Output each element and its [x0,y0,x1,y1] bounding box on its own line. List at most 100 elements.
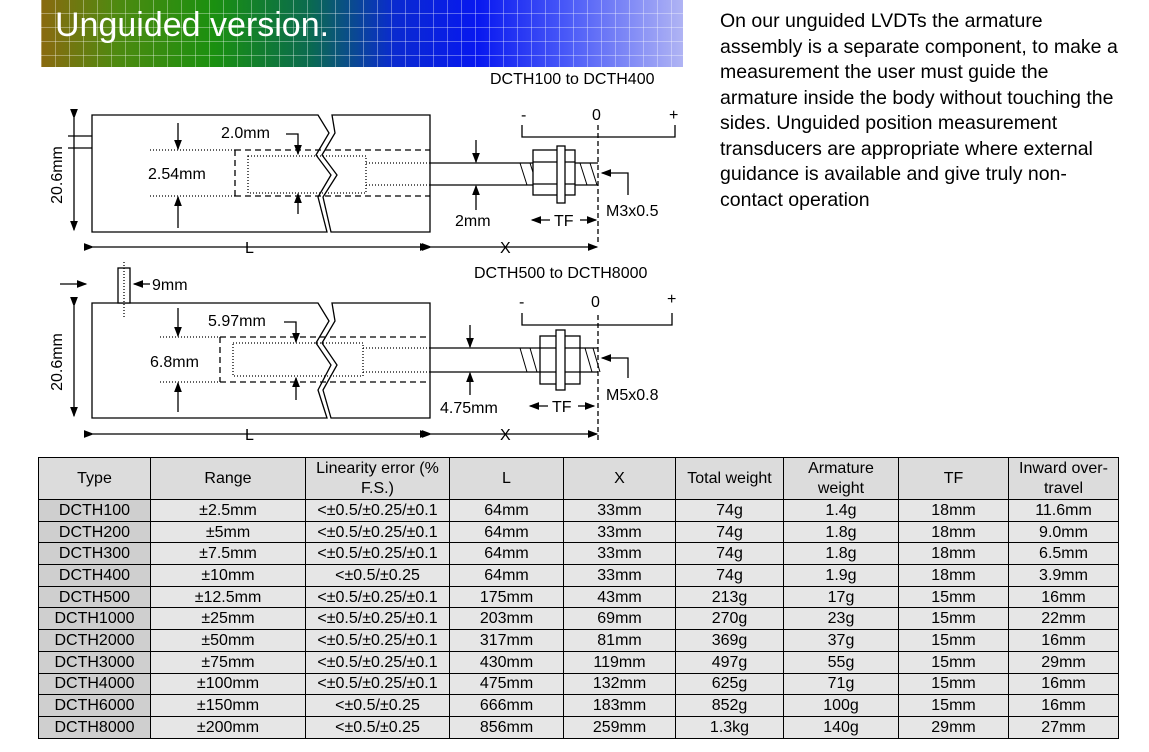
table-cell: ±5mm [150,520,306,544]
diagram-small-series: DCTH100 to DCTH400 20.6mm 2.54mm 2.0mm 2… [49,71,678,257]
table-cell: 22mm [1008,607,1119,631]
column-header: L [449,457,564,500]
nut [532,149,576,196]
table-cell: 317mm [449,629,564,652]
svg-text:X: X [500,427,511,444]
diagram-small-title: DCTH100 to DCTH400 [490,71,655,88]
table-cell: 1.4g [783,499,899,522]
table-cell: 9.0mm [1008,520,1119,544]
column-header: TF [898,457,1009,500]
height-label: 20.6mm [49,146,66,204]
type-cell: DCTH300 [38,542,151,566]
table-cell: 69mm [563,607,676,631]
table-cell: 203mm [449,607,564,631]
table-row: DCTH200 ±5mm <±0.5/±0.25/±0.1 64mm 33mm 74g 1.… [38,520,1119,544]
type-cell: DCTH1000 [38,607,151,631]
table-cell: 37g [783,629,899,652]
table-cell: 15mm [898,672,1009,696]
svg-text:0: 0 [592,107,601,124]
table-cell: ±7.5mm [150,542,306,566]
table-cell: 183mm [563,694,676,717]
table-cell: 15mm [898,694,1009,717]
table-cell: 213g [675,585,784,609]
svg-text:0: 0 [591,294,600,311]
table-cell: <±0.5/±0.25/±0.1 [305,520,450,544]
table-cell: 856mm [449,715,564,739]
svg-text:4.75mm: 4.75mm [440,400,498,417]
table-cell: 140g [783,715,899,739]
table-cell: <±0.5/±0.25/±0.1 [305,629,450,652]
table-header: Type Range Linearity error (% F.S.) L X Total… [38,457,1119,500]
column-header: Linearity error (% F.S.) [305,457,450,500]
table-cell: 16mm [1008,585,1119,609]
table-cell: 15mm [898,585,1009,609]
svg-text:-: - [519,294,524,311]
svg-text:+: + [669,107,678,124]
table-cell: 15mm [898,607,1009,631]
table-row: DCTH300 ±7.5mm <±0.5/±0.25/±0.1 64mm 33mm 74g… [38,542,1119,566]
table-cell: 852g [675,694,784,717]
body-right [321,114,431,233]
table-cell: 27mm [1008,715,1119,739]
table-row: DCTH2000 ±50mm <±0.5/±0.25/±0.1 317mm 81mm 36… [38,629,1119,652]
table-cell: ±150mm [150,694,306,717]
svg-text:+: + [667,291,676,308]
table-cell: 270g [675,607,784,631]
table-cell: 497g [675,650,784,674]
table-cell: 1.9g [783,564,899,587]
body-left [91,114,332,233]
type-cell: DCTH2000 [38,629,151,652]
svg-text:X: X [500,240,511,257]
column-header: Total weight [675,457,784,500]
type-cell: DCTH100 [38,499,151,522]
table-cell: 33mm [563,542,676,566]
table-cell: 64mm [449,499,564,522]
table-cell: 18mm [898,542,1009,566]
pin [117,267,131,304]
svg-text:20.6mm: 20.6mm [49,333,66,391]
table-cell: 64mm [449,520,564,544]
table-row: DCTH100 ±2.5mm <±0.5/±0.25/±0.1 64mm 33mm 74g… [38,499,1119,522]
table-cell: 74g [675,564,784,587]
table-cell: 18mm [898,520,1009,544]
table-cell: 1.3kg [675,715,784,739]
svg-text:5.97mm: 5.97mm [208,313,266,330]
table-cell: 81mm [563,629,676,652]
table-cell: 16mm [1008,694,1119,717]
svg-text:M5x0.8: M5x0.8 [606,387,659,404]
table-cell: 18mm [898,499,1009,522]
table-cell: 475mm [449,672,564,696]
table-cell: 55g [783,650,899,674]
table-cell: 100g [783,694,899,717]
table-cell: 6.5mm [1008,542,1119,566]
table-cell: ±2.5mm [150,499,306,522]
table-cell: 15mm [898,629,1009,652]
table-cell: 17g [783,585,899,609]
column-header: Inward over-travel [1008,457,1119,500]
diagram-large-series: DCTH500 to DCTH8000 9mm 20.6mm 6.8mm 5.9… [49,262,676,444]
table-cell: 11.6mm [1008,499,1119,522]
table-cell: 23g [783,607,899,631]
page-title: Unguided version. [55,6,330,44]
svg-text:2.0mm: 2.0mm [221,125,270,142]
table-cell: 33mm [563,499,676,522]
svg-text:2mm: 2mm [455,213,491,230]
thread-label: M3x0.5 [606,203,659,220]
table-cell: 64mm [449,542,564,566]
table-cell: ±100mm [150,672,306,696]
type-cell: DCTH3000 [38,650,151,674]
table-row: DCTH8000 ±200mm <±0.5/±0.25 856mm 259mm 1.3kg… [38,715,1119,739]
table-cell: 1.8g [783,542,899,566]
table-cell: 74g [675,499,784,522]
svg-text:TF: TF [552,399,572,416]
type-cell: DCTH500 [38,585,151,609]
table-cell: <±0.5/±0.25/±0.1 [305,607,450,631]
table-cell: 29mm [898,715,1009,739]
table-cell: 119mm [563,650,676,674]
table-cell: ±10mm [150,564,306,587]
dimension-drawings: DCTH100 to DCTH400 20.6mm 2.54mm 2.0mm 2… [49,71,678,444]
title-banner: Unguided version. [41,0,683,67]
table-cell: 33mm [563,564,676,587]
svg-text:-: - [521,107,526,124]
table-cell: 64mm [449,564,564,587]
